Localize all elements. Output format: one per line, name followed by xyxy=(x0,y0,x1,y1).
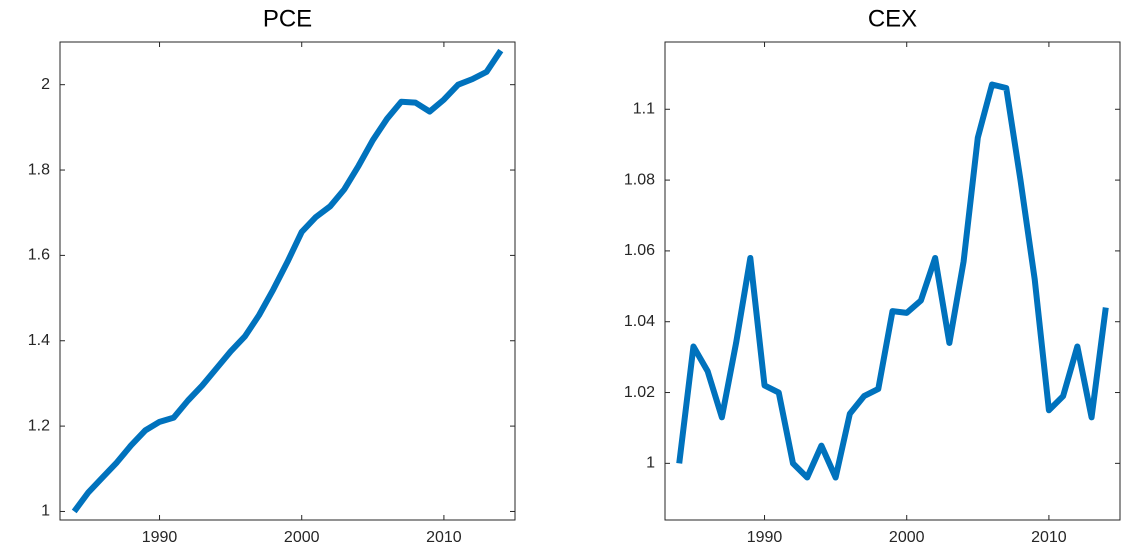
x-tick-label: 2000 xyxy=(284,529,320,546)
chart-title: CEX xyxy=(868,5,917,32)
y-tick-label: 1.1 xyxy=(633,100,655,117)
x-tick-label: 1990 xyxy=(747,529,783,546)
x-tick-label: 1990 xyxy=(142,529,178,546)
y-tick-label: 1.04 xyxy=(624,313,655,330)
y-tick-label: 2 xyxy=(41,76,50,93)
y-tick-label: 1 xyxy=(41,503,50,520)
data-line xyxy=(71,48,504,514)
y-tick-label: 1.6 xyxy=(28,247,50,264)
x-tick-label: 2010 xyxy=(426,529,462,546)
y-tick-label: 1.4 xyxy=(28,332,50,349)
x-tick-label: 2010 xyxy=(1031,529,1067,546)
axes-box xyxy=(59,41,516,521)
y-tick-label: 1.8 xyxy=(28,161,50,178)
y-tick-label: 1.02 xyxy=(624,384,655,401)
y-tick-label: 1.08 xyxy=(624,171,655,188)
x-tick-label: 2000 xyxy=(889,529,925,546)
y-tick-label: 1.06 xyxy=(624,242,655,259)
y-tick-label: 1 xyxy=(646,455,655,472)
data-line xyxy=(676,81,1109,481)
y-tick-label: 1.2 xyxy=(28,417,50,434)
axes-box xyxy=(664,41,1121,521)
chart-title: PCE xyxy=(263,5,312,32)
